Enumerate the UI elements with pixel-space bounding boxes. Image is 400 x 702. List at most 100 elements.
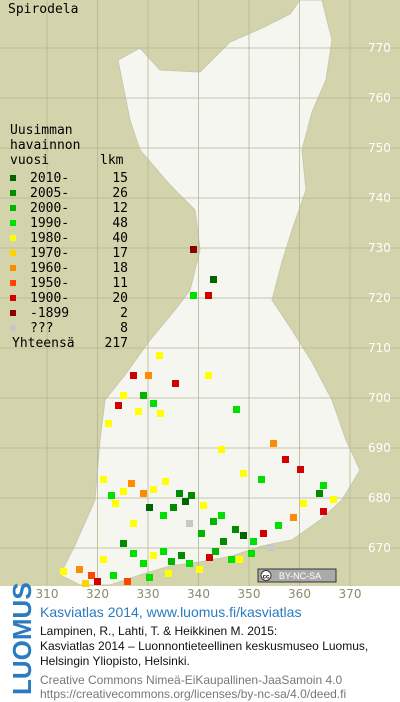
- observations: [60, 246, 337, 587]
- map-title: Spirodela: [8, 2, 78, 17]
- legend-count: 48: [112, 216, 128, 231]
- citation: Lampinen, R., Lahti, T. & Heikkinen M. 2…: [40, 624, 277, 638]
- observation: [210, 518, 217, 525]
- observation: [146, 574, 153, 581]
- legend-total-label: Yhteensä: [12, 336, 75, 351]
- legend-label: -1899: [30, 306, 69, 321]
- legend-label: 2010-: [30, 171, 69, 186]
- grid-label: 320: [86, 587, 109, 601]
- grid-label: 330: [137, 587, 160, 601]
- observation: [88, 572, 95, 579]
- legend-label: 2005-: [30, 186, 69, 201]
- observation: [210, 276, 217, 283]
- observation: [165, 570, 172, 577]
- observation: [76, 566, 83, 573]
- observation: [228, 556, 235, 563]
- observation: [268, 544, 275, 551]
- observation: [260, 530, 267, 537]
- grid-label: 740: [368, 191, 391, 205]
- legend: Uusimman havainnon vuosi lkm 2010- 15 2005…: [10, 123, 128, 351]
- observation: [130, 372, 137, 379]
- grid-label: 730: [368, 241, 391, 255]
- grid-label: 670: [368, 541, 391, 555]
- grid-label: 720: [368, 291, 391, 305]
- observation: [220, 538, 227, 545]
- observation: [186, 560, 193, 567]
- legend-count: 17: [112, 246, 128, 261]
- legend-label: 1980-: [30, 231, 69, 246]
- legend-heading: havainnon: [10, 138, 80, 153]
- atlas-link: Kasviatlas 2014, www.luomus.fi/kasviatla…: [40, 604, 301, 620]
- observation: [190, 246, 197, 253]
- legend-swatch: [10, 280, 16, 286]
- legend-swatch: [10, 220, 16, 226]
- observation: [320, 482, 327, 489]
- legend-count: 26: [112, 186, 128, 201]
- observation: [120, 488, 127, 495]
- legend-label: 1950-: [30, 276, 69, 291]
- observation: [168, 558, 175, 565]
- citation: Helsingin Yliopisto, Helsinki.: [40, 654, 190, 668]
- legend-swatch: [10, 235, 16, 241]
- observation: [240, 532, 247, 539]
- grid-label: 750: [368, 141, 391, 155]
- citation: Kasviatlas 2014 – Luonnontieteellinen ke…: [40, 639, 368, 653]
- legend-label: 1990-: [30, 216, 69, 231]
- legend-count: 40: [112, 231, 128, 246]
- legend-label: ???: [30, 321, 53, 336]
- observation: [212, 548, 219, 555]
- observation: [162, 478, 169, 485]
- observation: [182, 498, 189, 505]
- observation: [330, 496, 337, 503]
- license: https://creativecommons.org/licenses/by-…: [40, 687, 346, 701]
- legend-label: 1970-: [30, 246, 69, 261]
- observation: [248, 550, 255, 557]
- observation: [146, 504, 153, 511]
- observation: [300, 500, 307, 507]
- license-badge: cc BY-NC-SA: [257, 568, 337, 583]
- legend-label: 1960-: [30, 261, 69, 276]
- legend-swatch: [10, 325, 16, 331]
- observation: [124, 578, 131, 585]
- observation: [205, 292, 212, 299]
- observation: [157, 410, 164, 417]
- license: Creative Commons Nimeä-EiKaupallinen-Jaa…: [40, 673, 342, 687]
- observation: [120, 540, 127, 547]
- observation: [218, 446, 225, 453]
- observation: [140, 490, 147, 497]
- logo: LUOMUS: [7, 582, 37, 695]
- observation: [150, 486, 157, 493]
- legend-count: 2: [120, 306, 128, 321]
- observation: [135, 408, 142, 415]
- observation: [156, 352, 163, 359]
- observation: [178, 552, 185, 559]
- legend-count: 11: [112, 276, 128, 291]
- observation: [290, 514, 297, 521]
- grid-label: 710: [368, 341, 391, 355]
- observation: [236, 556, 243, 563]
- legend-swatch: [10, 175, 16, 181]
- observation: [115, 402, 122, 409]
- observation: [240, 470, 247, 477]
- legend-swatch: [10, 250, 16, 256]
- observation: [282, 456, 289, 463]
- observation: [258, 476, 265, 483]
- observation: [140, 392, 147, 399]
- grid-label: 690: [368, 441, 391, 455]
- legend-swatch: [10, 190, 16, 196]
- legend-total: 217: [105, 336, 128, 351]
- observation: [130, 550, 137, 557]
- observation: [206, 554, 213, 561]
- observation: [150, 400, 157, 407]
- grid-label: 350: [238, 587, 261, 601]
- legend-count: 8: [120, 321, 128, 336]
- observation: [140, 560, 147, 567]
- legend-count-heading: lkm: [100, 153, 124, 168]
- observation: [176, 490, 183, 497]
- observation: [108, 492, 115, 499]
- observation: [130, 520, 137, 527]
- observation: [145, 372, 152, 379]
- grid-label: 760: [368, 91, 391, 105]
- legend-swatch: [10, 205, 16, 211]
- observation: [160, 512, 167, 519]
